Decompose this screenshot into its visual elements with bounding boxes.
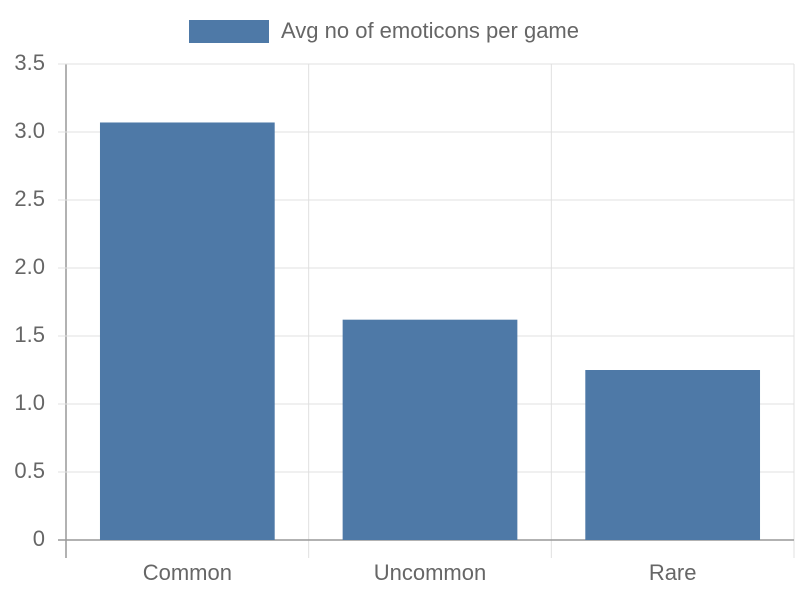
y-tick-label: 0.5 — [14, 458, 45, 483]
bar — [99, 122, 275, 540]
bar — [342, 319, 518, 540]
x-tick-label: Rare — [649, 560, 697, 585]
x-tick-label: Uncommon — [374, 560, 486, 585]
y-tick-label: 0 — [33, 526, 45, 551]
y-tick-label: 2.0 — [14, 254, 45, 279]
y-tick-label: 1.5 — [14, 322, 45, 347]
y-tick-label: 3.0 — [14, 118, 45, 143]
y-tick-label: 1.0 — [14, 390, 45, 415]
bar — [585, 370, 761, 540]
x-tick-label: Common — [143, 560, 232, 585]
legend-label: Avg no of emoticons per game — [281, 18, 579, 43]
legend-swatch — [189, 20, 269, 43]
y-tick-label: 2.5 — [14, 186, 45, 211]
y-tick-label: 3.5 — [14, 50, 45, 75]
